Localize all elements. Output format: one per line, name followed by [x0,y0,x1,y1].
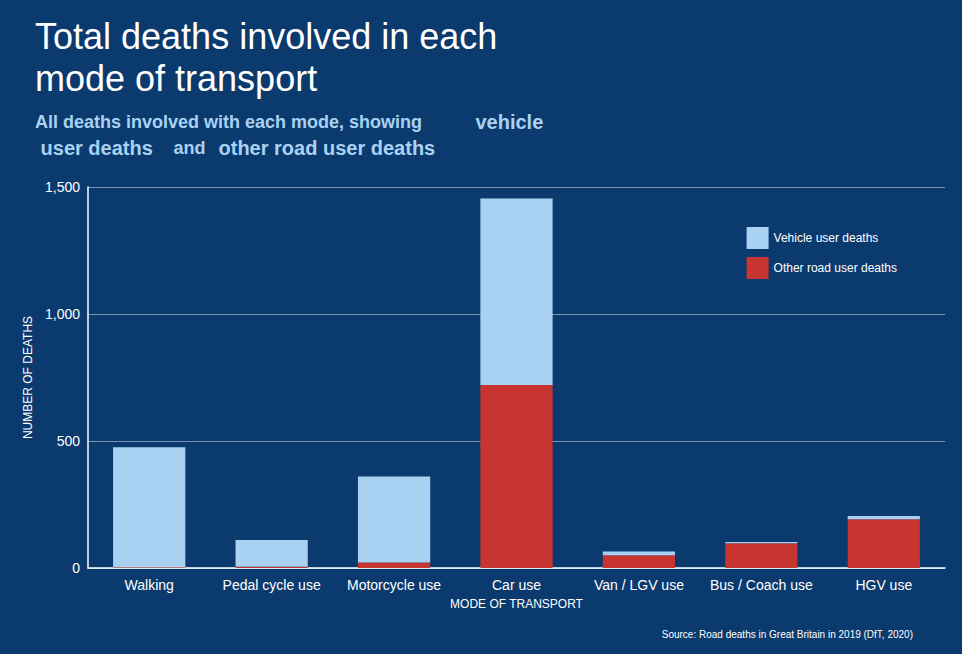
svg-text:HGV use: HGV use [855,577,912,593]
svg-text:Pedal cycle use: Pedal cycle use [223,577,321,593]
svg-text:0: 0 [72,560,80,576]
svg-text:Van / LGV use: Van / LGV use [594,577,684,593]
svg-text:NUMBER OF DEATHS: NUMBER OF DEATHS [21,316,35,439]
svg-text:MODE OF TRANSPORT: MODE OF TRANSPORT [450,597,584,611]
svg-text:Car use: Car use [492,577,541,593]
svg-text:Walking: Walking [125,577,174,593]
svg-text:Other road user deaths: Other road user deaths [774,261,897,275]
svg-text:500: 500 [57,433,81,449]
svg-text:and: and [168,138,210,158]
svg-text:Motorcycle use: Motorcycle use [347,577,441,593]
svg-text:All deaths involved with each: All deaths involved with each mode, show… [35,112,427,132]
svg-text:1,500: 1,500 [45,179,80,195]
svg-text:Total deaths involved in each: Total deaths involved in each [35,16,507,57]
svg-text:other road user deaths: other road user deaths [219,137,436,159]
svg-text:Source: Road deaths in Great B: Source: Road deaths in Great Britain in … [662,629,913,640]
svg-text:Bus / Coach use: Bus / Coach use [710,577,813,593]
svg-text:vehicle: vehicle [475,111,543,133]
svg-text:mode of transport: mode of transport [35,58,317,99]
svg-text:user deaths: user deaths [35,137,153,159]
svg-text:1,000: 1,000 [45,306,80,322]
svg-text:Vehicle user deaths: Vehicle user deaths [774,231,879,245]
